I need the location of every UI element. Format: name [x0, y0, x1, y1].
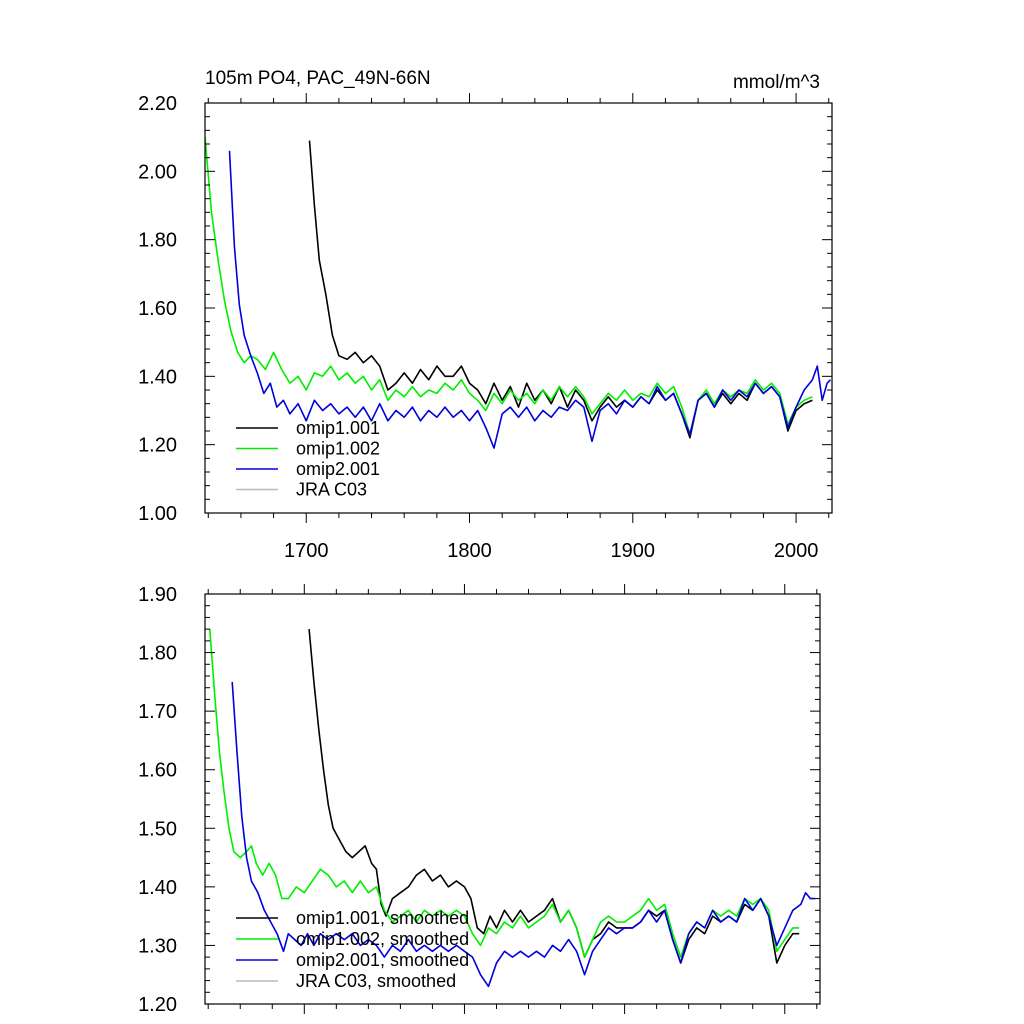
series-line-omip2-001-smoothed — [231, 681, 816, 988]
y-tick-label: 1.20 — [138, 994, 177, 1016]
y-tick-label: 1.60 — [138, 760, 177, 782]
y-tick-label: 1.20 — [138, 435, 177, 457]
plot-frame — [204, 593, 821, 1005]
bottom-panel: 1.20 1.30 1.40 1.50 1.60 1.70 1.80 1.90 omip1.00… — [138, 584, 821, 1016]
chart-title: 105m PO4, PAC_49N-66N — [205, 68, 431, 89]
legend-label: JRA C03, smoothed — [296, 971, 456, 991]
units-label: mmol/m^3 — [733, 72, 820, 93]
legend-label: JRA C03 — [296, 480, 367, 500]
x-tick-label: 2000 — [774, 540, 819, 562]
y-tick-label: 1.30 — [138, 935, 177, 957]
y-tick-label: 2.20 — [138, 93, 177, 115]
y-tick-label: 1.50 — [138, 818, 177, 840]
y-tick-label: 1.80 — [138, 230, 177, 252]
series-lines — [209, 629, 816, 988]
legend-label: omip2.001 — [296, 459, 380, 479]
x-tick-label: 1900 — [611, 540, 656, 562]
y-tick-label: 1.80 — [138, 643, 177, 665]
y-tick-label: 1.70 — [138, 701, 177, 723]
top-panel: 1.00 1.20 1.40 1.60 1.80 2.00 2.20 1700 1800 1900… — [138, 68, 833, 562]
y-tick-label: 1.00 — [138, 503, 177, 525]
y-tick-label: 1.60 — [138, 298, 177, 320]
legend-label: omip1.001 — [296, 418, 380, 438]
legend-label: omip1.002, smoothed — [296, 929, 469, 949]
legend-label: omip1.001, smoothed — [296, 908, 469, 928]
y-tick-label: 1.40 — [138, 877, 177, 899]
series-lines — [205, 137, 831, 449]
y-tick-label: 1.40 — [138, 366, 177, 388]
series-line-omip1-001-smoothed — [308, 629, 800, 964]
x-tick-label: 1800 — [447, 540, 492, 562]
y-tick-label: 1.90 — [138, 584, 177, 606]
legend-label: omip2.001, smoothed — [296, 950, 469, 970]
series-line-omip1-002 — [205, 137, 813, 436]
x-tick-label: 1700 — [284, 540, 329, 562]
y-tick-label: 2.00 — [138, 161, 177, 183]
series-line-omip2-001 — [228, 150, 831, 449]
series-line-omip1-001 — [308, 140, 813, 439]
legend-label: omip1.002 — [296, 439, 380, 459]
